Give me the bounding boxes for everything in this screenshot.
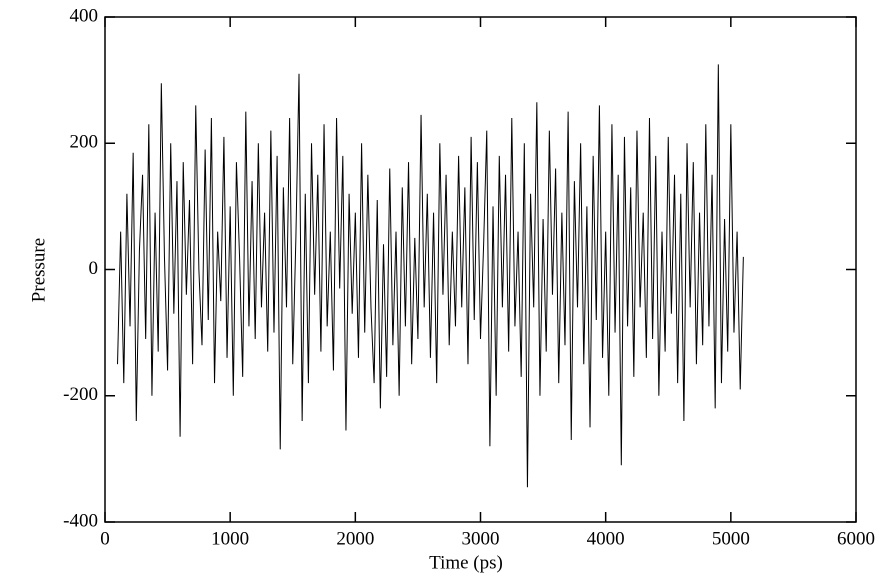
x-tick-label: 1000	[211, 528, 249, 549]
y-tick-label: 0	[89, 258, 99, 279]
x-tick-label: 3000	[462, 528, 500, 549]
x-tick-label: 4000	[587, 528, 625, 549]
y-tick-label: -400	[63, 510, 98, 531]
data-line	[117, 64, 744, 488]
x-axis-label: Time (ps)	[429, 552, 503, 573]
x-tick-label: 6000	[837, 528, 875, 549]
y-tick-label: -200	[63, 384, 98, 405]
x-tick-label: 5000	[712, 528, 750, 549]
y-tick-label: 200	[70, 132, 99, 153]
x-tick-label: 0	[100, 528, 110, 549]
x-tick-label: 2000	[336, 528, 374, 549]
y-axis-label: Pressure	[28, 238, 49, 302]
y-tick-label: 400	[70, 5, 99, 26]
